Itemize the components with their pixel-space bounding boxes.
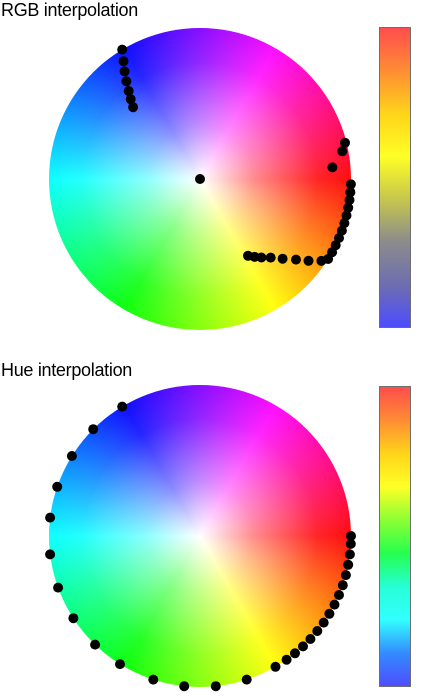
data-point <box>337 146 348 157</box>
data-point <box>291 254 301 265</box>
colorbar <box>379 386 411 687</box>
data-point <box>344 549 355 560</box>
chart-title: Hue interpolation <box>1 360 132 380</box>
data-point <box>303 255 314 266</box>
data-point <box>345 179 356 190</box>
data-point <box>277 253 288 264</box>
data-point <box>118 56 129 67</box>
data-point <box>334 590 344 600</box>
data-point <box>345 187 356 198</box>
data-point <box>324 608 335 619</box>
hue-interpolation-panel: Hue interpolation <box>0 360 423 696</box>
data-point <box>341 210 352 221</box>
data-point <box>265 252 276 263</box>
data-point <box>66 451 77 461</box>
data-point <box>281 654 292 665</box>
data-point <box>179 681 190 692</box>
colorbar <box>379 27 411 328</box>
data-point <box>241 674 252 685</box>
data-points <box>117 44 356 266</box>
data-point <box>290 648 300 659</box>
data-point <box>90 639 101 650</box>
data-point <box>210 681 221 692</box>
data-point <box>195 174 205 184</box>
data-point <box>52 481 63 492</box>
data-point <box>337 580 348 591</box>
data-point <box>125 94 136 105</box>
data-point <box>68 613 79 624</box>
data-points <box>45 401 356 692</box>
data-point <box>53 582 64 593</box>
data-point <box>329 599 340 610</box>
data-point <box>312 626 323 636</box>
data-point <box>119 66 130 77</box>
data-point <box>343 202 354 213</box>
rgb-interpolation-panel: RGB interpolation <box>0 0 423 340</box>
data-point <box>115 659 125 670</box>
data-point <box>45 549 56 560</box>
data-point <box>148 674 159 685</box>
hue-wheel-center-fade <box>49 385 351 687</box>
data-point <box>128 102 139 113</box>
data-point <box>45 512 56 523</box>
data-point <box>121 76 132 87</box>
data-point <box>305 634 316 644</box>
data-point <box>88 424 99 435</box>
data-point <box>340 137 350 148</box>
data-point <box>323 254 334 264</box>
data-point <box>318 617 329 628</box>
data-point <box>327 162 338 173</box>
data-point <box>256 252 267 263</box>
data-point <box>343 559 354 570</box>
data-point <box>346 531 356 541</box>
data-point <box>344 195 355 205</box>
chart-title: RGB interpolation <box>1 0 138 20</box>
data-point <box>117 401 128 412</box>
data-point <box>123 86 134 96</box>
data-point <box>298 641 308 652</box>
data-point <box>117 44 128 55</box>
data-point <box>340 570 351 581</box>
data-point <box>345 538 356 549</box>
data-point <box>270 661 281 672</box>
